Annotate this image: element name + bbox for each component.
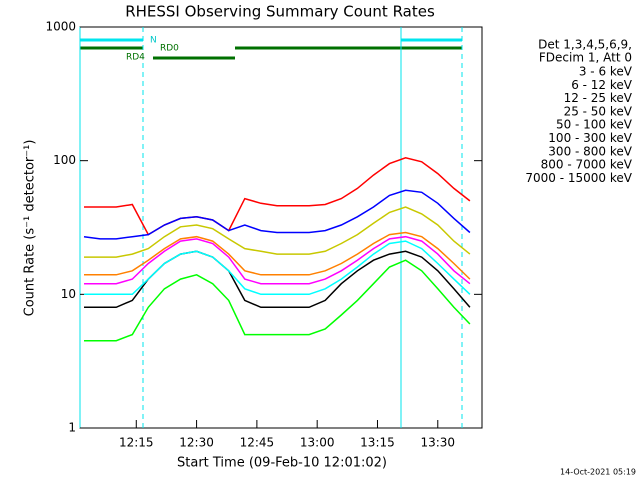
x-axis-label: Start Time (09-Feb-10 12:01:02) bbox=[177, 456, 387, 471]
legend-label: 3 - 6 keV bbox=[579, 65, 633, 79]
legend-label: 7000 - 15000 keV bbox=[525, 171, 632, 185]
flag-label: RD0 bbox=[160, 44, 179, 54]
legend-label: 25 - 50 keV bbox=[564, 104, 633, 118]
flag-label: RD4 bbox=[126, 53, 145, 63]
x-tick-label: 13:15 bbox=[360, 436, 395, 450]
series-line bbox=[84, 206, 471, 258]
legend-label: 6 - 12 keV bbox=[571, 78, 633, 92]
series-line bbox=[83, 189, 471, 240]
legend-header: Det 1,3,4,5,6,9, bbox=[538, 38, 632, 52]
y-tick-label: 10 bbox=[61, 287, 76, 301]
series-line bbox=[84, 240, 471, 296]
flag-label: N bbox=[150, 36, 157, 46]
x-tick-label: 12:15 bbox=[119, 436, 154, 450]
y-tick-label: 1000 bbox=[45, 20, 76, 34]
x-tick-label: 12:30 bbox=[179, 436, 214, 450]
y-axis-label: Count Rate (s⁻¹ detector⁻¹) bbox=[23, 140, 38, 317]
legend-label: 100 - 300 keV bbox=[548, 131, 632, 145]
series-line bbox=[84, 157, 471, 236]
y-tick-label: 1 bbox=[68, 421, 76, 435]
legend-label: 12 - 25 keV bbox=[564, 91, 633, 105]
legend-label: 50 - 100 keV bbox=[556, 118, 633, 132]
legend-label: 300 - 800 keV bbox=[548, 144, 632, 158]
series-line bbox=[84, 259, 471, 342]
chart-title: RHESSI Observing Summary Count Rates bbox=[125, 3, 435, 21]
x-tick-label: 13:30 bbox=[420, 436, 455, 450]
series-line bbox=[84, 235, 471, 285]
x-tick-label: 12:45 bbox=[240, 436, 275, 450]
legend-header: FDecim 1, Att 0 bbox=[539, 51, 632, 65]
series-line bbox=[84, 231, 471, 280]
plot-frame bbox=[79, 26, 483, 429]
footer: 14-Oct-2021 05:19 bbox=[560, 468, 636, 477]
y-tick-label: 100 bbox=[53, 153, 76, 167]
series-line bbox=[84, 250, 471, 309]
flag-bars bbox=[79, 27, 463, 428]
x-tick-label: 13:00 bbox=[300, 436, 335, 450]
legend-label: 800 - 7000 keV bbox=[541, 158, 633, 172]
